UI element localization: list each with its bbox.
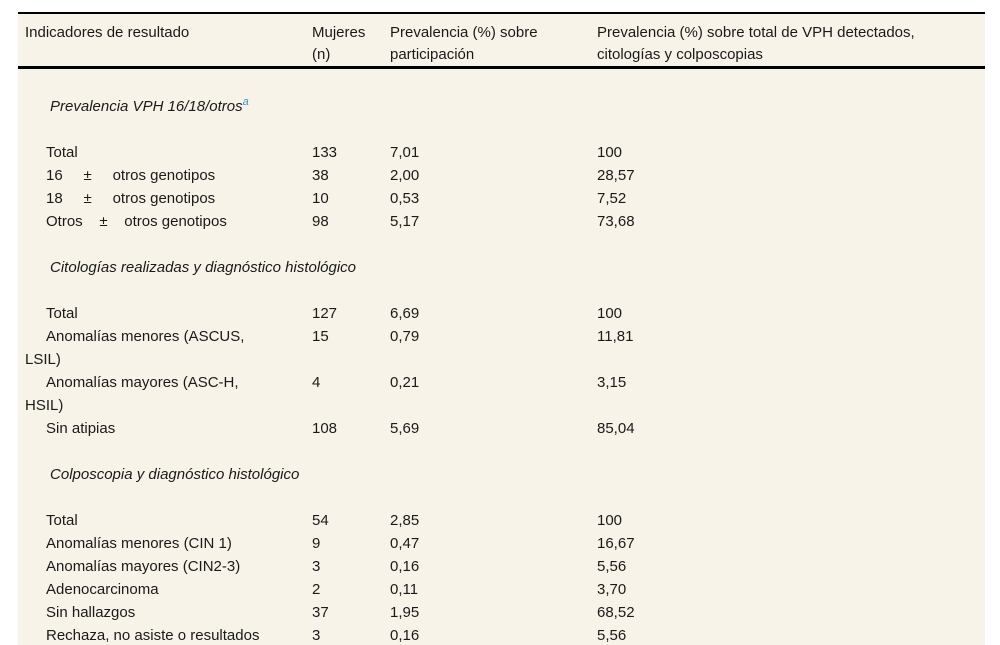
row-label: Anomalías menores (CIN 1) [46,535,232,552]
cell-prevalencia-participacion: 0,16 [390,627,420,644]
cell-prevalencia-participacion: 1,95 [390,604,420,621]
cell-mujeres-n: 98 [312,213,329,230]
table-row: Otros ± otros genotipos 98 5,17 73,68 [18,210,985,233]
table-row: Anomalías menores (ASCUS, LSIL) 15 0,79 … [18,325,985,371]
cell-mujeres-n: 108 [312,420,338,437]
cell-prevalencia-total: 100 [597,305,623,322]
table-section-row: Prevalencia VPH 16/18/otrosa [18,72,985,141]
cell-mujeres-n: 4 [312,374,321,391]
table-section-row: Citologías realizadas y diagnóstico hist… [18,233,985,302]
cell-mujeres-n: 15 [312,328,329,345]
cell-mujeres-n: 127 [312,305,338,322]
table-section-row: Colposcopia y diagnóstico histológico [18,440,985,509]
cell-prevalencia-total: 3,70 [597,581,627,598]
cell-prevalencia-participacion: 7,01 [390,144,420,161]
row-label: Otros ± otros genotipos [46,213,227,230]
cell-prevalencia-participacion: 6,69 [390,305,420,322]
row-label: Sin atipias [46,420,116,437]
row-label: Adenocarcinoma [46,581,159,598]
table-row: Anomalías mayores (CIN2-3) 3 0,16 5,56 [18,555,985,578]
cell-prevalencia-total: 100 [597,144,623,161]
table-row: Sin atipias 108 5,69 85,04 [18,417,985,440]
cell-prevalencia-total: 28,57 [597,167,635,184]
cell-prevalencia-total: 68,52 [597,604,635,621]
row-label: Total [46,512,78,529]
row-label: Rechaza, no asiste o resultados no dispo… [46,627,260,644]
table-row: 18 ± otros genotipos 10 0,53 7,52 [18,187,985,210]
table-row: 16 ± otros genotipos 38 2,00 28,57 [18,164,985,187]
row-label: Sin hallazgos [46,604,136,621]
cell-prevalencia-total: 5,56 [597,627,627,644]
cell-prevalencia-participacion: 0,11 [390,581,419,598]
header-indicadores: Indicadores de resultado [25,24,190,41]
cell-mujeres-n: 3 [312,558,321,575]
cell-mujeres-n: 133 [312,144,338,161]
section-label: Colposcopia y diagnóstico histológico [50,466,300,483]
table-row: Rechaza, no asiste o resultados no dispo… [18,624,985,645]
cell-prevalencia-participacion: 0,47 [390,535,420,552]
table-row: Total 133 7,01 100 [18,141,985,164]
cell-mujeres-n: 3 [312,627,321,644]
cell-prevalencia-participacion: 0,16 [390,558,420,575]
row-label: Anomalías mayores (CIN2-3) [46,558,241,575]
row-label: Total [46,305,78,322]
cell-prevalencia-participacion: 2,85 [390,512,420,529]
table-row: Total 127 6,69 100 [18,302,985,325]
cell-prevalencia-participacion: 0,53 [390,190,420,207]
cell-mujeres-n: 9 [312,535,321,552]
table-row: Anomalías menores (CIN 1) 9 0,47 16,67 [18,532,985,555]
cell-mujeres-n: 37 [312,604,329,621]
cell-prevalencia-total: 5,56 [597,558,627,575]
table-row: Anomalías mayores (ASC-H, HSIL) 4 0,21 3… [18,371,985,417]
cell-prevalencia-total: 7,52 [597,190,627,207]
cell-mujeres-n: 38 [312,167,329,184]
footnote-marker-a[interactable]: a [242,96,249,108]
cell-prevalencia-total: 73,68 [597,213,635,230]
cell-mujeres-n: 2 [312,581,321,598]
cell-prevalencia-total: 100 [597,512,623,529]
cell-prevalencia-total: 3,15 [597,374,627,391]
table-row: Adenocarcinoma 2 0,11 3,70 [18,578,985,601]
row-label: 18 ± otros genotipos [46,190,216,207]
cell-prevalencia-participacion: 0,21 [390,374,420,391]
cell-mujeres-n: 10 [312,190,329,207]
header-prevalencia-total: Prevalencia (%) sobre total de VPH detec… [597,24,915,63]
table-row: Total 54 2,85 100 [18,509,985,532]
row-label: 16 ± otros genotipos [46,167,216,184]
cell-prevalencia-participacion: 0,79 [390,328,420,345]
header-mujeres-n: Mujeres (n) [312,24,366,63]
header-prevalencia-participacion: Prevalencia (%) sobre participación [390,24,538,63]
cell-prevalencia-participacion: 5,69 [390,420,420,437]
row-label: Anomalías mayores (ASC-H, HSIL) [25,374,239,414]
cell-prevalencia-participacion: 2,00 [390,167,420,184]
table-row: Sin hallazgos 37 1,95 68,52 [18,601,985,624]
section-label: Citologías realizadas y diagnóstico hist… [50,259,357,276]
table-header-row: Indicadores de resultado Mujeres (n) Pre… [18,14,985,69]
row-label: Total [46,144,78,161]
table-body: Prevalencia VPH 16/18/otrosa Total 133 7… [18,69,985,645]
cell-prevalencia-total: 85,04 [597,420,635,437]
cell-prevalencia-total: 11,81 [597,328,634,345]
cell-prevalencia-participacion: 5,17 [390,213,420,230]
section-label: Prevalencia VPH 16/18/otros [50,98,243,115]
cell-mujeres-n: 54 [312,512,329,529]
cell-prevalencia-total: 16,67 [597,535,635,552]
row-label: Anomalías menores (ASCUS, LSIL) [25,328,245,368]
results-table: Indicadores de resultado Mujeres (n) Pre… [18,12,985,645]
